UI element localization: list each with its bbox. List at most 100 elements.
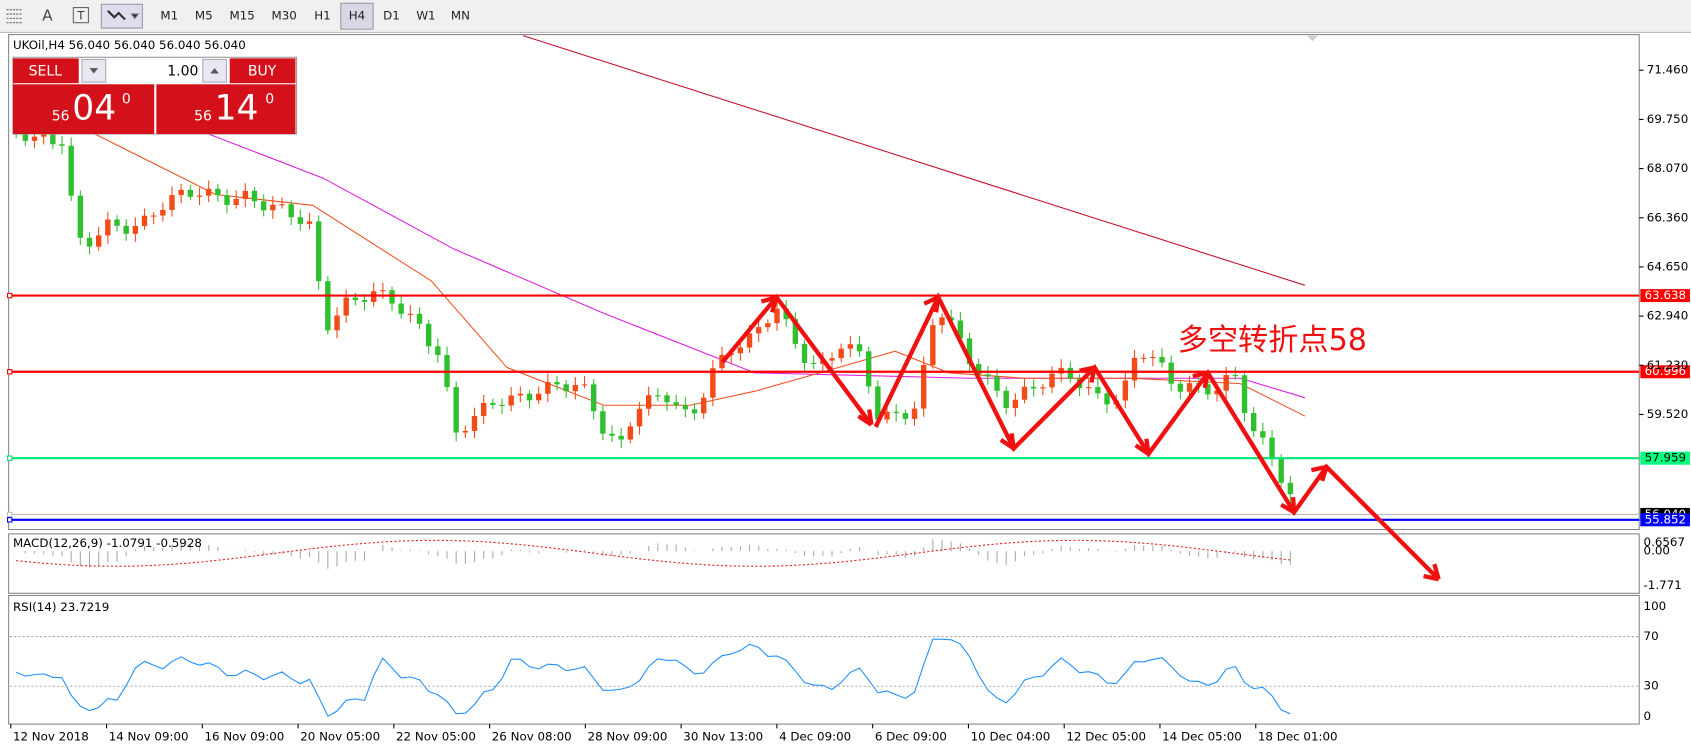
timeframe-label[interactable]: M1 xyxy=(160,9,178,23)
buy-button[interactable] xyxy=(229,58,296,84)
candle-body xyxy=(260,201,267,211)
timeframe-label[interactable]: H4 xyxy=(349,9,365,23)
candle-body xyxy=(1067,367,1074,379)
candle-body xyxy=(380,290,386,292)
candle-body xyxy=(884,411,890,420)
sell-price-big: 56 xyxy=(52,109,70,125)
candle-body xyxy=(205,188,212,196)
rsi-label: RSI(14) 23.7219 xyxy=(13,600,109,614)
candle-body xyxy=(490,402,496,405)
candle-body xyxy=(1040,387,1046,389)
rsi-axis-label: 0 xyxy=(1644,709,1652,723)
macd-axis-label: -1.771 xyxy=(1644,578,1682,592)
candle-body xyxy=(132,225,139,234)
level-label: 60.996 xyxy=(1645,364,1686,378)
candle-body xyxy=(1095,387,1101,394)
timeframe-button[interactable] xyxy=(153,3,186,30)
candle-body xyxy=(343,297,349,316)
buy-price[interactable] xyxy=(156,84,296,135)
candle-body xyxy=(334,315,340,331)
candle-body xyxy=(801,343,808,363)
timeframe-label[interactable]: W1 xyxy=(416,9,435,23)
timeframe-label[interactable]: D1 xyxy=(383,9,400,23)
level-box xyxy=(1640,289,1690,303)
timeframe-button[interactable] xyxy=(444,3,477,30)
candle-body xyxy=(1260,431,1266,438)
ma-mid xyxy=(183,123,1306,399)
candle-body xyxy=(975,364,982,375)
date-label: 26 Nov 08:00 xyxy=(492,730,572,744)
sell-label[interactable]: SELL xyxy=(29,63,63,79)
candle-body xyxy=(251,190,258,202)
lot-size[interactable]: 1.00 xyxy=(167,63,198,79)
candle-body xyxy=(288,204,294,218)
candle-body xyxy=(1012,399,1019,409)
candle-body xyxy=(160,209,166,216)
sell-price[interactable] xyxy=(12,84,155,135)
timeframe-label[interactable]: MN xyxy=(451,9,470,23)
timeframe-button[interactable] xyxy=(264,3,305,30)
date-label: 12 Nov 2018 xyxy=(13,730,89,744)
candle-body xyxy=(270,204,276,211)
level-box xyxy=(1640,451,1690,465)
timeframe-button[interactable] xyxy=(375,3,408,30)
candle-body xyxy=(664,395,670,403)
date-label: 28 Nov 09:00 xyxy=(588,730,668,744)
timeframe-button[interactable] xyxy=(409,3,443,30)
candle-body xyxy=(425,323,432,347)
timeframe-label[interactable]: M30 xyxy=(272,9,297,23)
candle-body xyxy=(535,393,542,401)
candle-body xyxy=(920,365,927,409)
candle-body xyxy=(856,344,863,352)
candle-body xyxy=(50,134,56,145)
rsi-axis-label: 30 xyxy=(1644,679,1659,693)
price-label: 59.520 xyxy=(1647,407,1688,421)
candle-body xyxy=(590,384,597,412)
timeframe-button[interactable] xyxy=(340,2,374,30)
candle-body xyxy=(1104,393,1110,405)
candle-body xyxy=(911,408,918,419)
level-handle xyxy=(7,455,13,461)
price-label: 68.070 xyxy=(1647,161,1688,175)
candle-body xyxy=(86,237,93,247)
candle-body xyxy=(508,395,514,406)
buy-price-big: 56 xyxy=(194,109,212,125)
timeframe-button[interactable] xyxy=(187,3,221,30)
candle-body xyxy=(453,387,459,433)
candle-body xyxy=(215,188,221,196)
candle-body xyxy=(1122,380,1129,401)
candle-body xyxy=(325,281,331,331)
candle-body xyxy=(279,204,285,206)
sell-button[interactable] xyxy=(12,58,79,84)
candle-body xyxy=(581,384,588,386)
candle-body xyxy=(297,217,304,224)
timeframe-button[interactable] xyxy=(222,3,263,30)
timeframe-label[interactable]: M15 xyxy=(229,9,254,23)
candle-body xyxy=(22,129,29,141)
timeframe-button[interactable] xyxy=(306,3,339,30)
candle-body xyxy=(471,416,478,431)
candle-body xyxy=(994,376,1000,391)
sell-price-point: 0 xyxy=(122,91,131,107)
date-label: 20 Nov 05:00 xyxy=(300,730,380,744)
candle-body xyxy=(847,344,854,349)
candle-body xyxy=(407,313,414,315)
price-label: 64.650 xyxy=(1647,259,1688,273)
level-label: 63.638 xyxy=(1645,288,1686,302)
text-tool[interactable]: A xyxy=(42,7,53,25)
candle-body xyxy=(123,225,129,234)
timeframe-label[interactable]: M5 xyxy=(195,9,213,23)
rsi-panel xyxy=(8,594,1640,725)
timeframe-label[interactable]: H1 xyxy=(314,9,330,23)
date-label: 16 Nov 09:00 xyxy=(204,730,284,744)
buy-price-point: 0 xyxy=(265,91,274,107)
level-handle xyxy=(7,517,13,523)
label-tool[interactable]: T xyxy=(76,9,85,23)
candle-body xyxy=(1021,386,1028,400)
candle-body xyxy=(1223,375,1229,391)
date-label: 12 Dec 05:00 xyxy=(1066,730,1146,744)
buy-label[interactable]: BUY xyxy=(248,63,277,79)
candle-body xyxy=(618,435,624,440)
candle-body xyxy=(902,413,909,419)
